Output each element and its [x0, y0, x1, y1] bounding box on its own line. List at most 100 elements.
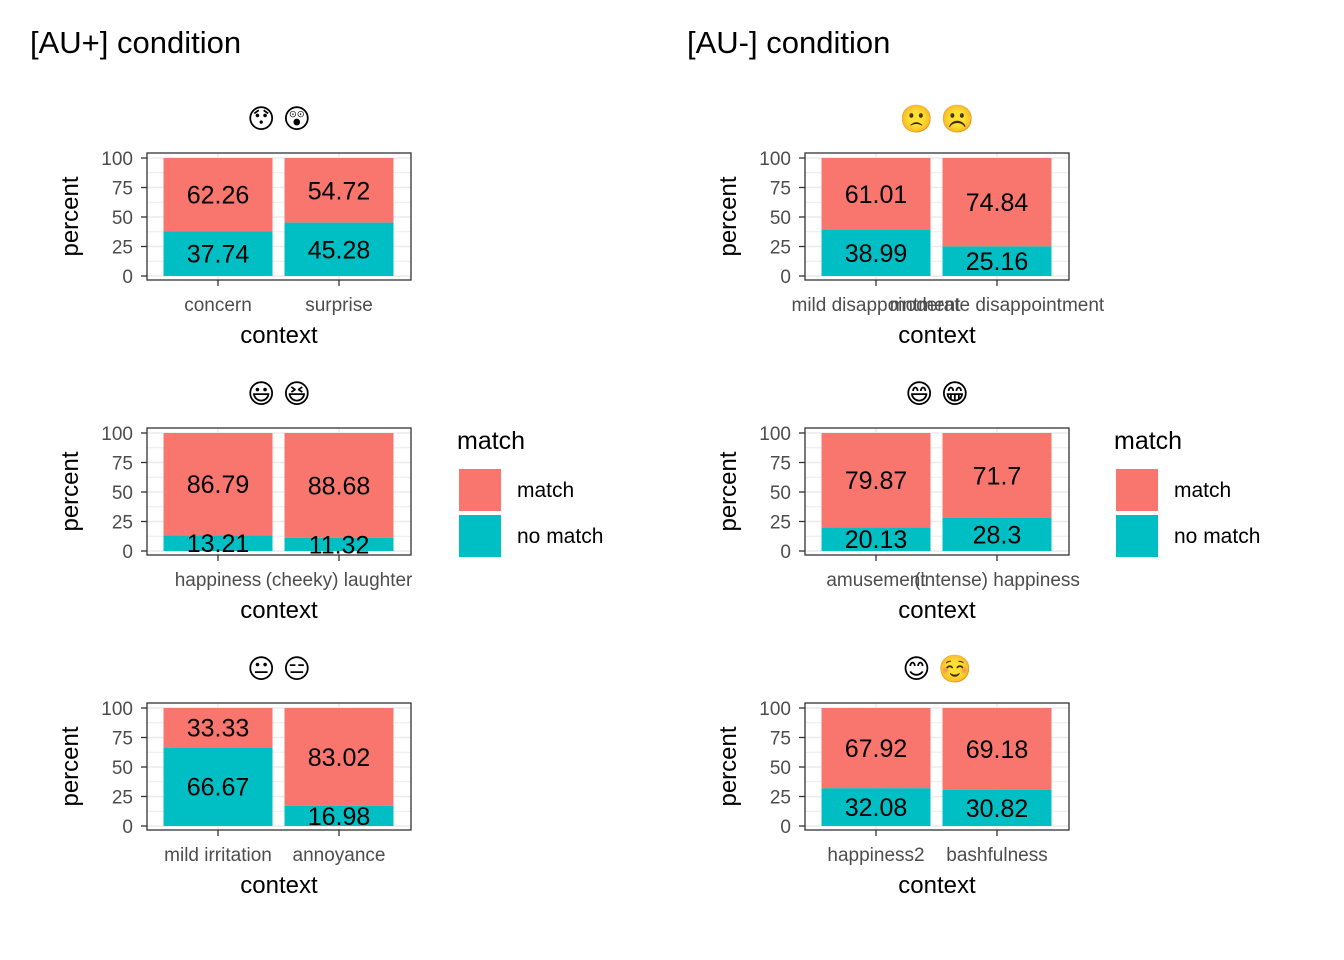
legend-2: match match no match: [1114, 427, 1260, 557]
bar-match: [821, 433, 931, 528]
bar-match: [942, 158, 1052, 247]
legend-title: match: [1114, 427, 1182, 455]
x-tick-label: annoyance: [293, 845, 386, 866]
panel-title-emoji: 😯 😲: [247, 104, 311, 134]
legend-key-match: [1116, 469, 1158, 511]
y-axis-title: percent: [57, 451, 84, 531]
data-label-no-match: 20.13: [845, 526, 908, 554]
bar-match: [163, 433, 273, 536]
bar-no-match: [284, 222, 394, 276]
bar-no-match: [284, 805, 394, 826]
bar-no-match: [942, 246, 1052, 276]
bar-match: [284, 708, 394, 806]
y-tick-label: 0: [780, 267, 791, 288]
x-axis-title: context: [898, 597, 976, 624]
y-tick-label: 75: [112, 179, 133, 200]
y-tick-label: 50: [112, 208, 133, 229]
data-label-match: 86.79: [187, 471, 250, 499]
y-tick-label: 25: [770, 238, 791, 259]
panel-1: 😯 😲 37.74 62.26 45.28 54.72 0 25 50 75 100 concern…: [57, 104, 412, 349]
x-axis-title: context: [240, 597, 318, 624]
y-tick-label: 100: [759, 699, 791, 720]
x-tick-label: mild disappointment: [792, 295, 962, 316]
y-tick-label: 0: [122, 267, 133, 288]
data-label-no-match: 32.08: [845, 794, 908, 822]
x-tick-label: happiness: [175, 570, 262, 591]
y-tick-label: 25: [770, 513, 791, 534]
data-label-no-match: 37.74: [187, 241, 250, 269]
data-label-no-match: 66.67: [187, 774, 250, 802]
panel-4: 😄 😁 20.13 79.87 28.3 71.7 0 25 50 75 100 amusement…: [715, 379, 1080, 624]
x-tick-label: (cheeky) laughter: [266, 570, 413, 591]
data-label-no-match: 13.21: [187, 530, 250, 558]
x-axis-title: context: [240, 322, 318, 349]
bar-match: [821, 708, 931, 789]
legends: match match no match match match no match: [457, 427, 1260, 557]
data-label-match: 71.7: [973, 462, 1022, 490]
x-tick-label: surprise: [305, 295, 373, 316]
y-tick-label: 50: [770, 208, 791, 229]
y-tick-label: 25: [770, 788, 791, 809]
panel-title-emoji: 😄 😁: [905, 379, 969, 409]
condition-title-au-minus: [AU-] condition: [687, 25, 890, 60]
x-axis-title: context: [898, 322, 976, 349]
data-label-match: 83.02: [308, 744, 371, 772]
data-label-match: 62.26: [187, 182, 250, 210]
y-tick-label: 0: [122, 817, 133, 838]
y-tick-label: 75: [112, 729, 133, 750]
bar-match: [284, 158, 394, 223]
condition-title-au-plus: [AU+] condition: [30, 25, 241, 60]
bar-match: [821, 158, 931, 230]
x-tick-label: amusement: [826, 570, 926, 591]
panel-title-emoji: 🙁 ☹️: [900, 104, 975, 134]
y-tick-label: 0: [122, 542, 133, 563]
bar-no-match: [163, 747, 273, 826]
bar-match: [284, 433, 394, 538]
y-tick-label: 0: [780, 542, 791, 563]
y-tick-label: 100: [101, 149, 133, 170]
legend-key-no-match: [459, 515, 501, 557]
x-axis-title: context: [898, 872, 976, 899]
bar-no-match: [163, 535, 273, 551]
legend-title: match: [457, 427, 525, 455]
legend-label: match: [517, 479, 574, 502]
panel-title-emoji: 😊 ☺️: [902, 654, 971, 684]
x-axis-title: context: [240, 872, 318, 899]
legend-key-match: [459, 469, 501, 511]
panel-5: 😐 😑 66.67 33.33 16.98 83.02 0 25 50 75 100 mild ir…: [57, 654, 412, 899]
x-tick-label: concern: [184, 295, 252, 316]
y-tick-label: 25: [112, 788, 133, 809]
y-tick-label: 25: [112, 513, 133, 534]
y-axis-title: percent: [715, 451, 742, 531]
bar-match: [163, 708, 273, 748]
x-tick-label: bashfulness: [946, 845, 1047, 866]
data-label-match: 88.68: [308, 472, 371, 500]
panels: 😯 😲 37.74 62.26 45.28 54.72 0 25 50 75 100 concern…: [57, 104, 1105, 899]
y-tick-label: 50: [770, 483, 791, 504]
data-label-no-match: 30.82: [966, 795, 1029, 823]
bar-no-match: [284, 537, 394, 551]
data-label-no-match: 28.3: [973, 521, 1022, 549]
x-tick-label: moderate disappointment: [890, 295, 1105, 316]
data-label-match: 54.72: [308, 177, 371, 205]
y-tick-label: 100: [759, 424, 791, 445]
y-axis-title: percent: [715, 176, 742, 256]
y-tick-label: 25: [112, 238, 133, 259]
y-tick-label: 100: [759, 149, 791, 170]
y-tick-label: 100: [101, 424, 133, 445]
data-label-match: 67.92: [845, 735, 908, 763]
legend-label: no match: [1174, 525, 1260, 548]
legend-1: match match no match: [457, 427, 603, 557]
y-tick-label: 75: [770, 729, 791, 750]
y-axis-title: percent: [57, 176, 84, 256]
panel-title-emoji: 😐 😑: [247, 654, 311, 684]
bar-match: [942, 433, 1052, 518]
x-tick-label: mild irritation: [164, 845, 272, 866]
data-label-match: 69.18: [966, 736, 1029, 764]
panel-2: 🙁 ☹️ 38.99 61.01 25.16 74.84 0 25 50 75 100 mild d…: [715, 104, 1105, 349]
panel-3: 😃 😆13.2186.7911.3288.680255075100happine…: [57, 379, 413, 624]
y-tick-label: 50: [112, 483, 133, 504]
panel-title-emoji: 😃 😆: [247, 379, 311, 409]
bar-no-match: [942, 789, 1052, 826]
